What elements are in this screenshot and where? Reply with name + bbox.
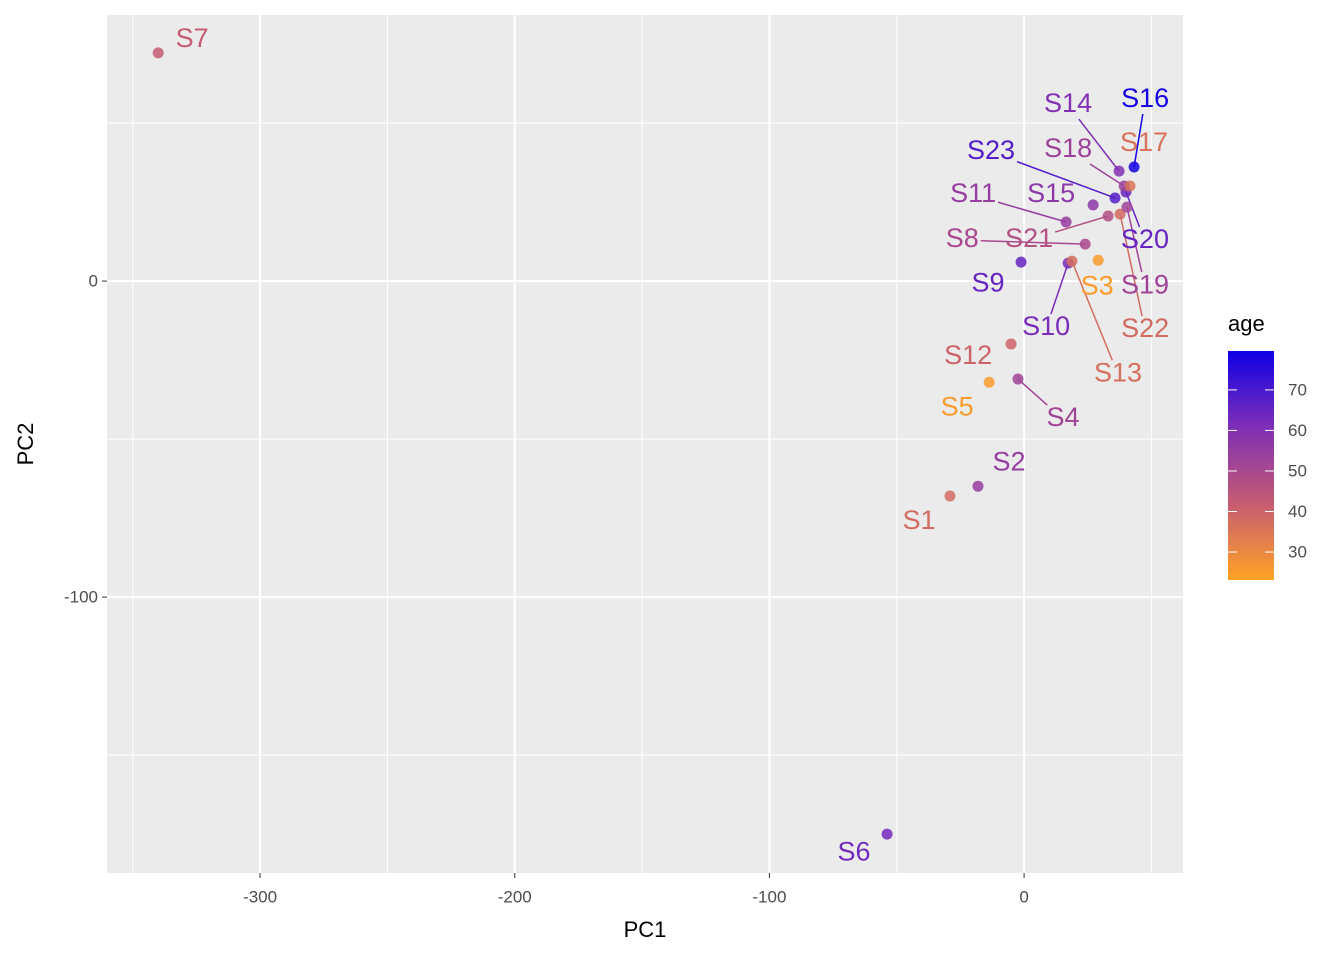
leader-line [1089, 163, 1125, 187]
x-tick-label: -200 [498, 887, 532, 906]
point [1015, 256, 1027, 268]
point [1109, 192, 1121, 204]
point-label: S23 [967, 135, 1015, 165]
point [1079, 238, 1091, 250]
y-axis-title: PC2 [13, 423, 38, 466]
point-label: S10 [1022, 311, 1070, 341]
x-tick-label: -300 [243, 887, 277, 906]
x-tick-label: -100 [752, 887, 786, 906]
point-label: S13 [1094, 357, 1142, 387]
point-label: S4 [1046, 402, 1079, 432]
point [1124, 180, 1136, 192]
leader-line [1126, 206, 1143, 273]
x-tick-label: 0 [1019, 887, 1028, 906]
point-label: S22 [1121, 313, 1169, 343]
leader-line [1054, 215, 1109, 233]
colorbar-tick-label: 60 [1288, 421, 1307, 440]
point-label: S6 [838, 836, 871, 866]
leader-line [1133, 113, 1144, 168]
point-label: S8 [946, 223, 979, 253]
x-axis-title: PC1 [624, 917, 667, 942]
leader-line [1071, 260, 1113, 361]
point-label: S1 [902, 505, 935, 535]
point-label: S17 [1120, 127, 1168, 157]
point-label: S20 [1121, 224, 1169, 254]
point-label: S21 [1005, 223, 1053, 253]
point-label: S3 [1081, 270, 1114, 300]
point [1066, 255, 1078, 267]
point-label: S7 [176, 23, 209, 53]
colorbar-tick-label: 70 [1288, 380, 1307, 399]
point [944, 490, 956, 502]
point-label: S2 [992, 446, 1025, 476]
point-label: S19 [1121, 269, 1169, 299]
point [152, 47, 164, 59]
point [1128, 161, 1140, 173]
point-label: S16 [1121, 83, 1169, 113]
leader-line [1125, 191, 1141, 228]
point [1092, 254, 1104, 266]
point-label: S18 [1044, 133, 1092, 163]
point [1121, 201, 1133, 213]
plot-panel [107, 15, 1183, 873]
y-tick-label: 0 [89, 272, 98, 291]
point-label: S11 [950, 178, 996, 208]
point-label: S14 [1044, 88, 1092, 118]
leader-line [1017, 378, 1048, 406]
legend-title: age [1228, 311, 1265, 336]
colorbar-tick-label: 40 [1288, 502, 1307, 521]
point-label: S12 [944, 340, 992, 370]
point [881, 828, 893, 840]
point [1060, 216, 1072, 228]
point [983, 376, 995, 388]
point-label: S15 [1027, 178, 1075, 208]
leader-line [980, 239, 1086, 245]
y-tick-label: -100 [64, 588, 98, 607]
point-label: S9 [972, 267, 1005, 297]
leader-line [997, 201, 1067, 223]
point [972, 480, 984, 492]
colorbar-tick-label: 50 [1288, 461, 1307, 480]
point [1114, 208, 1126, 220]
leader-line [1050, 262, 1069, 315]
colorbar [1228, 351, 1274, 580]
point [1102, 210, 1114, 222]
leader-line [1016, 160, 1116, 199]
point [1087, 199, 1099, 211]
point [1005, 338, 1017, 350]
point [1113, 165, 1125, 177]
point [1012, 373, 1024, 385]
leader-line [1078, 118, 1120, 172]
leader-line [1119, 213, 1143, 317]
colorbar-tick-label: 30 [1288, 543, 1307, 562]
point-label: S5 [941, 391, 974, 421]
